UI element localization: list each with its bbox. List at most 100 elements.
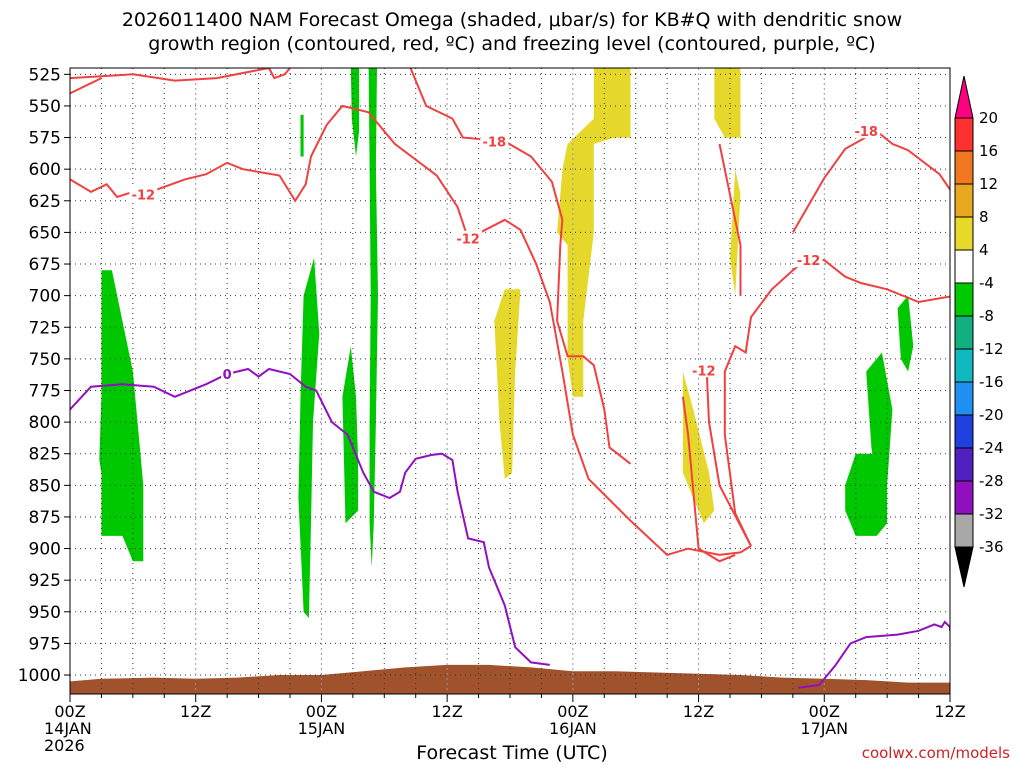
y-tick-label-725: 725 (29, 318, 61, 338)
y-tick-label-675: 675 (29, 255, 61, 275)
x-tick-label-0-1: 14JAN (44, 719, 92, 738)
dendritic-contour-label-4: -18 (854, 125, 878, 140)
colorbar-label-6: -8 (979, 307, 994, 325)
colorbar-label-10: -24 (979, 439, 1004, 457)
y-tick-label-525: 525 (29, 65, 61, 85)
y-tick-label-625: 625 (29, 192, 61, 212)
freezing-level-contour-right (797, 620, 950, 689)
dendritic-contour-0 (70, 68, 270, 82)
x-tick-label-6-1: 17JAN (800, 719, 848, 738)
y-tick-label-850: 850 (29, 476, 61, 496)
y-tick-label-650: 650 (29, 223, 61, 243)
y-tick-label-925: 925 (29, 571, 61, 591)
colorbar-label-13: -36 (979, 538, 1004, 556)
x-tick-label-4-1: 16JAN (549, 719, 597, 738)
dendritic-contour-4 (792, 129, 950, 233)
dendritic-contour-3 (409, 68, 632, 465)
colorbar-box-0 (954, 117, 974, 152)
colorbar-box-7 (954, 348, 974, 383)
y-tick-label-900: 900 (29, 540, 61, 560)
colorbar-box-8 (954, 381, 974, 416)
x-axis-title: Forecast Time (UTC) (416, 742, 608, 764)
omega-region-7 (342, 346, 359, 524)
colorbar-label-1: 16 (979, 142, 998, 160)
omega-region-8 (350, 68, 360, 157)
y-tick-label-775: 775 (29, 381, 61, 401)
dendritic-contour-2 (268, 68, 291, 80)
dendritic-contour-label-0: -18 (483, 135, 507, 150)
y-tick-label-750: 750 (29, 350, 61, 370)
freezing-level-contour (70, 367, 550, 666)
contour-label-bg (852, 123, 881, 139)
colorbar-label-8: -16 (979, 373, 1004, 391)
dendritic-contour-6 (705, 369, 752, 547)
omega-region-6 (298, 257, 320, 619)
omega-region-1 (714, 68, 741, 138)
y-tick-label-825: 825 (29, 445, 61, 465)
x-tick-label-2-0: 00Z (306, 702, 337, 721)
colorbar-label-0: 20 (979, 109, 998, 127)
watermark: coolwx.com/models (861, 744, 1010, 762)
y-axis: 525 550 575 600 625 650 675 700 725 750 775 800 825 8… (18, 65, 70, 686)
colorbar: 20 16 12 8 4 -4 -8 -12 -16 -20 -24 -28 -32 -36 (954, 75, 1004, 588)
colorbar-label-7: -12 (979, 340, 1004, 358)
x-tick-label-7-0: 12Z (934, 702, 965, 721)
colorbar-label-9: -20 (979, 406, 1004, 424)
colorbar-bottom-arrow (954, 546, 974, 588)
omega-region-10 (300, 114, 304, 157)
y-tick-label-575: 575 (29, 129, 61, 149)
colorbar-label-11: -28 (979, 472, 1004, 490)
colorbar-label-4: 4 (979, 241, 989, 259)
colorbar-box-12 (954, 513, 974, 548)
dendritic-contour-8 (681, 396, 736, 563)
colorbar-box-11 (954, 480, 974, 515)
y-tick-label-700: 700 (29, 287, 61, 307)
contour-label-bg (689, 362, 718, 378)
dendritic-contour-label-8: -12 (456, 233, 480, 248)
y-tick-label-975: 975 (29, 634, 61, 654)
omega-shading-layer (99, 68, 914, 619)
colorbar-top-arrow (954, 75, 974, 119)
x-tick-label-2-1: 15JAN (298, 719, 346, 738)
dendritic-contour-label-5: -12 (132, 188, 156, 203)
grid-layer (70, 68, 950, 694)
omega-region-0 (557, 68, 631, 397)
dendritic-contour-1 (70, 77, 102, 95)
colorbar-box-4 (954, 249, 974, 284)
omega-region-5 (99, 270, 144, 562)
terrain-fill (70, 664, 950, 694)
dendritic-contour-label-6: -12 (692, 364, 716, 379)
freezing-label-bg (221, 366, 234, 382)
colorbar-box-6 (954, 315, 974, 350)
y-tick-label-600: 600 (29, 160, 61, 180)
dendritic-contour-9 (718, 143, 742, 296)
x-tick-label-0-0: 00Z (54, 702, 85, 721)
omega-region-3 (494, 289, 521, 479)
colorbar-label-12: -32 (979, 505, 1004, 523)
colorbar-box-9 (954, 414, 974, 449)
chart-title-line-2: growth region (contoured, red, ºC) and f… (148, 33, 876, 55)
colorbar-box-1 (954, 150, 974, 185)
dendritic-contour-5 (70, 104, 752, 557)
x-tick-label-4-0: 00Z (557, 702, 588, 721)
freezing-level-label: 0 (223, 368, 232, 383)
colorbar-label-2: 12 (979, 175, 998, 193)
colorbar-label-3: 8 (979, 208, 989, 226)
x-tick-label-0-2: 2026 (44, 736, 85, 755)
x-tick-label-3-0: 12Z (431, 702, 462, 721)
contour-label-bg (129, 186, 158, 202)
y-tick-label-800: 800 (29, 413, 61, 433)
contour-label-bg (794, 252, 823, 268)
colorbar-box-10 (954, 447, 974, 482)
omega-region-12 (866, 352, 893, 486)
colorbar-box-3 (954, 216, 974, 251)
dendritic-contour-7 (723, 256, 950, 547)
x-tick-label-1-0: 12Z (180, 702, 211, 721)
y-tick-label-950: 950 (29, 603, 61, 623)
x-tick-label-5-0: 12Z (683, 702, 714, 721)
contour-label-bg (480, 133, 509, 149)
chart-title: 2026011400 NAM Forecast Omega (shaded, μ… (0, 8, 1024, 56)
colorbar-box-2 (954, 183, 974, 218)
omega-region-13 (897, 295, 914, 372)
